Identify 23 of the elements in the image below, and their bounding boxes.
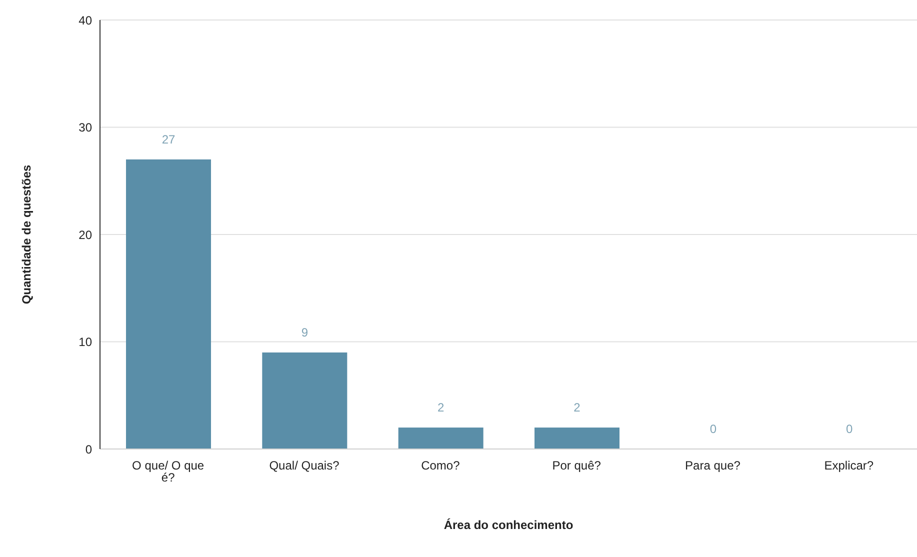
data-label: 27 [162,132,176,146]
y-tick-label: 0 [85,442,92,456]
x-tick-label: Por quê? [552,458,602,473]
data-label: 9 [301,325,308,340]
bar [534,428,620,449]
data-label: 2 [437,400,444,415]
data-label: 0 [710,422,717,436]
x-tick-label: Como? [421,458,460,473]
bar [262,352,348,449]
x-tick-label: O que/ O que é? [132,458,204,485]
x-tick-label: Para que? [685,458,741,473]
data-label: 0 [846,422,853,436]
x-tick-label: Qual/ Quais? [269,458,340,473]
data-label: 2 [574,400,581,415]
bar [126,159,211,449]
y-tick-label: 20 [78,228,92,242]
y-tick-label: 40 [78,13,92,28]
y-tick-label: 30 [78,120,92,135]
x-axis-title: Área do conhecimento [444,518,574,532]
bar [398,428,484,449]
x-tick-label: Explicar? [824,458,874,473]
y-axis-title: Quantidade de questões [19,164,34,304]
y-tick-label: 10 [78,335,92,350]
